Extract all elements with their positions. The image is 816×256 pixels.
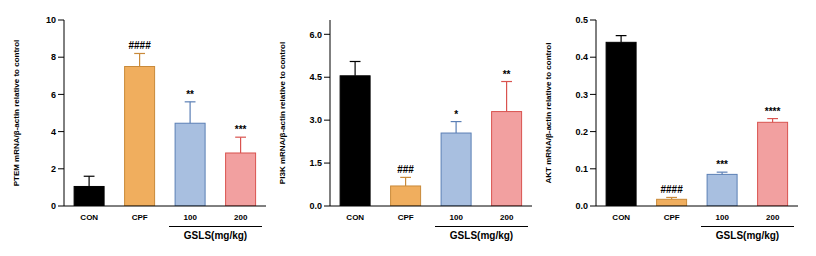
svg-text:6: 6 — [51, 90, 56, 100]
svg-text:100: 100 — [184, 213, 198, 222]
svg-text:###: ### — [397, 164, 414, 175]
svg-text:200: 200 — [766, 213, 780, 222]
svg-text:0: 0 — [51, 201, 56, 211]
svg-text:***: *** — [716, 159, 728, 170]
svg-text:100: 100 — [450, 213, 464, 222]
svg-text:4: 4 — [51, 127, 56, 137]
svg-text:CPF: CPF — [664, 213, 680, 222]
svg-text:PTEM mRNA/β-actin relative to: PTEM mRNA/β-actin relative to control — [12, 40, 21, 187]
svg-text:10: 10 — [46, 15, 56, 25]
svg-text:0.4: 0.4 — [575, 52, 588, 62]
html-text:GSLS(mg/kg): GSLS(mg/kg) — [449, 230, 514, 241]
svg-text:PI3K mRNA/β-actin relative to: PI3K mRNA/β-actin relative to control — [278, 42, 287, 184]
svg-text:CPF: CPF — [398, 213, 414, 222]
svg-text:CON: CON — [346, 213, 364, 222]
svg-text:4.5: 4.5 — [309, 72, 322, 82]
svg-text:0.2: 0.2 — [575, 127, 588, 137]
svg-text:CON: CON — [80, 213, 98, 222]
svg-text:0.0: 0.0 — [309, 201, 322, 211]
svg-text:200: 200 — [234, 213, 248, 222]
svg-text:0.5: 0.5 — [575, 15, 588, 25]
svg-text:0.1: 0.1 — [575, 164, 588, 174]
html-text:GSLS(mg/kg): GSLS(mg/kg) — [183, 230, 248, 241]
svg-text:3.0: 3.0 — [309, 115, 322, 125]
svg-text:####: #### — [660, 184, 683, 195]
html-text:GSLS(mg/kg): GSLS(mg/kg) — [715, 230, 780, 241]
svg-text:1.5: 1.5 — [309, 158, 322, 168]
svg-text:0.3: 0.3 — [575, 90, 588, 100]
svg-text:****: **** — [765, 106, 781, 117]
svg-text:0.0: 0.0 — [575, 201, 588, 211]
svg-text:CPF: CPF — [132, 213, 148, 222]
svg-text:200: 200 — [500, 213, 514, 222]
svg-text:**: ** — [503, 69, 511, 80]
svg-text:100: 100 — [716, 213, 730, 222]
svg-text:**: ** — [186, 89, 194, 100]
svg-text:8: 8 — [51, 52, 56, 62]
svg-text:*: * — [454, 109, 458, 120]
svg-text:AKT mRNA/β-actin relative to c: AKT mRNA/β-actin relative to control — [544, 43, 553, 184]
svg-text:6.0: 6.0 — [309, 30, 322, 40]
svg-text:####: #### — [128, 40, 151, 51]
svg-text:***: *** — [235, 124, 247, 135]
svg-text:2: 2 — [51, 164, 56, 174]
svg-text:CON: CON — [612, 213, 630, 222]
